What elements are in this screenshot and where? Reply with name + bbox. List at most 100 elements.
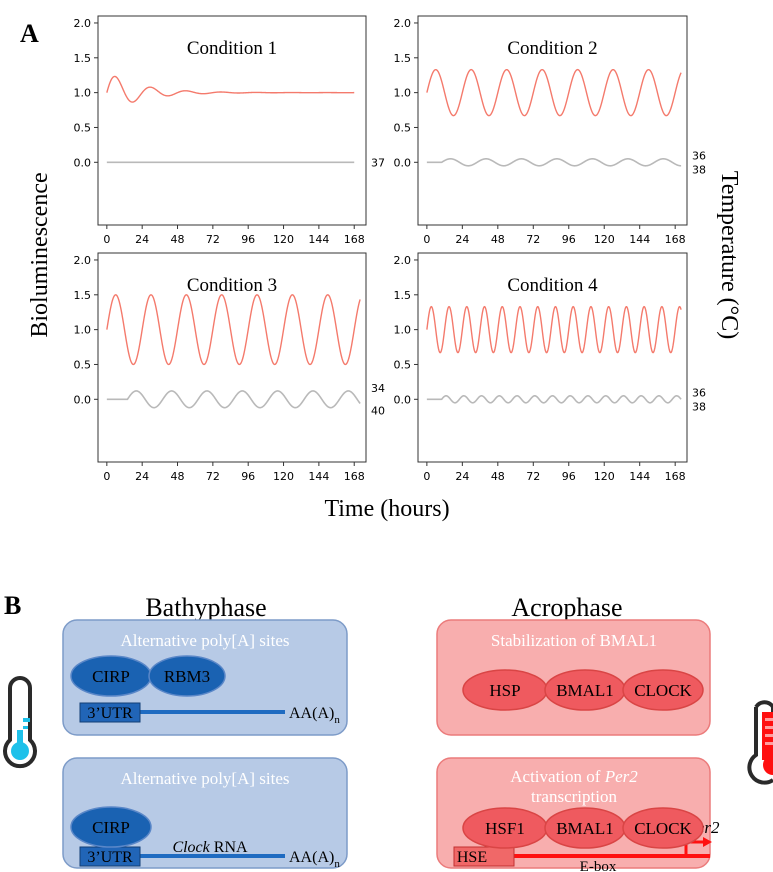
- y-tick-label: 1.5: [74, 289, 92, 302]
- protein-hsp-label: HSP: [489, 681, 520, 700]
- protein-hsf1-label: HSF1: [485, 819, 525, 838]
- bathyphase-box-polyA-1: Alternative poly[A] sites 3’UTR AA(A)n C…: [62, 619, 348, 736]
- x-tick-label: 0: [423, 470, 430, 483]
- x-tick-label: 120: [273, 470, 294, 483]
- polyA-label: AA(A)n: [289, 849, 340, 870]
- chart-condition-1: Condition 1 0 24 48 72 96 120 144 168 0.0 0.5 1.0 1.…: [74, 15, 385, 246]
- x-tick-label: 120: [273, 233, 294, 246]
- y-tick-label: 0.0: [394, 156, 412, 169]
- ebox-label: E-box: [580, 859, 617, 872]
- box-title: Stabilization of BMAL1: [491, 631, 657, 650]
- panel-a-label: A: [20, 19, 39, 48]
- x-tick-label: 48: [171, 233, 185, 246]
- x-tick-label: 48: [171, 470, 185, 483]
- y-tick-label: 0.5: [74, 121, 92, 134]
- bioluminescence-line: [106, 75, 355, 103]
- chart-title: Condition 1: [187, 38, 277, 59]
- x-tick-label: 72: [206, 233, 220, 246]
- chart-title: Condition 2: [507, 38, 597, 59]
- chart-condition-4: Condition 4 0 24 48 72 96 120 144 168 0.0 0.5 1.0 1.…: [394, 252, 706, 483]
- protein-rbm3-label: RBM3: [164, 667, 210, 686]
- utr-label: 3’UTR: [87, 849, 133, 866]
- x-axis-label: Time (hours): [324, 496, 449, 522]
- x-tick-label: 144: [629, 233, 650, 246]
- panel-b-label: B: [4, 591, 21, 620]
- x-tick-label: 0: [103, 233, 110, 246]
- y-tick-label: 1.0: [394, 324, 412, 337]
- plot-frame: [417, 252, 688, 463]
- cold-thermometer-level: [17, 730, 23, 748]
- x-tick-label: 48: [491, 233, 505, 246]
- polyA-label: AA(A)n: [289, 705, 340, 726]
- x-tick-label: 168: [665, 233, 686, 246]
- y-tick-label: 0.0: [394, 393, 412, 406]
- y-tick-label: 1.0: [394, 87, 412, 100]
- x-tick-label: 168: [344, 233, 365, 246]
- cold-thermometer-icon: [3, 676, 37, 769]
- temperature-tick-label: 37: [371, 156, 385, 169]
- protein-rbm3: [148, 655, 226, 697]
- temperature-tick-label: 36: [692, 386, 706, 399]
- y-tick-label: 1.5: [394, 52, 412, 65]
- x-tick-label: 0: [103, 470, 110, 483]
- x-tick-label: 24: [455, 233, 469, 246]
- protein-cirp: [70, 806, 152, 848]
- hse-label: HSE: [457, 849, 487, 866]
- bathyphase-title: Bathyphase: [145, 593, 266, 622]
- protein-bmal1-label: BMAL1: [556, 819, 614, 838]
- protein-bmal1-label: BMAL1: [556, 681, 614, 700]
- y-tick-label: 2.0: [74, 17, 92, 30]
- box-title: Activation of Per2: [510, 767, 638, 786]
- protein-clock: [622, 669, 704, 711]
- acrophase-title: Acrophase: [511, 593, 622, 622]
- y-tick-label: 1.5: [74, 52, 92, 65]
- plot-frame: [417, 15, 688, 226]
- y-tick-label: 0.0: [74, 393, 92, 406]
- y-tick-label: 2.0: [74, 254, 92, 267]
- chart-title: Condition 4: [507, 275, 598, 296]
- protein-cirp-label: CIRP: [92, 667, 130, 686]
- clock-rna-label: Clock RNA: [172, 839, 248, 856]
- hse-block: [453, 846, 515, 867]
- temperature-tick-label: 36: [692, 149, 706, 162]
- x-tick-label: 96: [241, 470, 255, 483]
- hot-thermometer-icon: [747, 700, 773, 785]
- utr-block: [79, 702, 141, 723]
- y-tick-label: 0.0: [74, 156, 92, 169]
- x-tick-label: 168: [665, 470, 686, 483]
- protein-clock: [622, 807, 704, 849]
- y-tick-label: 1.5: [394, 289, 412, 302]
- y-tick-label: 0.5: [394, 121, 412, 134]
- x-tick-label: 144: [308, 470, 329, 483]
- x-tick-label: 144: [629, 470, 650, 483]
- y-tick-label: 0.5: [74, 358, 92, 371]
- temperature-tick-label: 40: [371, 404, 385, 417]
- x-tick-label: 96: [562, 233, 576, 246]
- box-title-line2: transcription: [531, 787, 617, 806]
- x-tick-label: 24: [455, 470, 469, 483]
- x-tick-label: 72: [526, 233, 540, 246]
- box-title: Alternative poly[A] sites: [120, 769, 289, 788]
- bathyphase-box-polyA-2: Alternative poly[A] sites 3’UTR Clock RN…: [62, 757, 348, 870]
- bioluminescence-line: [106, 294, 361, 366]
- temperature-line: [106, 390, 361, 409]
- y-tick-label: 1.0: [74, 324, 92, 337]
- x-tick-label: 24: [135, 233, 149, 246]
- x-tick-label: 72: [206, 470, 220, 483]
- x-tick-label: 72: [526, 470, 540, 483]
- chart-title: Condition 3: [187, 275, 277, 296]
- x-tick-label: 96: [562, 470, 576, 483]
- protein-clock-label: CLOCK: [634, 681, 692, 700]
- plot-frame: [97, 15, 367, 226]
- y-tick-label: 2.0: [394, 254, 412, 267]
- acrophase-box-per2-activation: Activation of Per2 transcription HSE E-b…: [436, 757, 720, 872]
- temperature-tick-label: 34: [371, 382, 385, 395]
- plot-frame: [97, 252, 367, 463]
- box-title: Alternative poly[A] sites: [120, 631, 289, 650]
- x-tick-label: 0: [423, 233, 430, 246]
- y-tick-label: 0.5: [394, 358, 412, 371]
- x-tick-label: 120: [594, 233, 615, 246]
- right-axis-label: Temperature (°C): [716, 171, 742, 340]
- y-tick-label: 2.0: [394, 17, 412, 30]
